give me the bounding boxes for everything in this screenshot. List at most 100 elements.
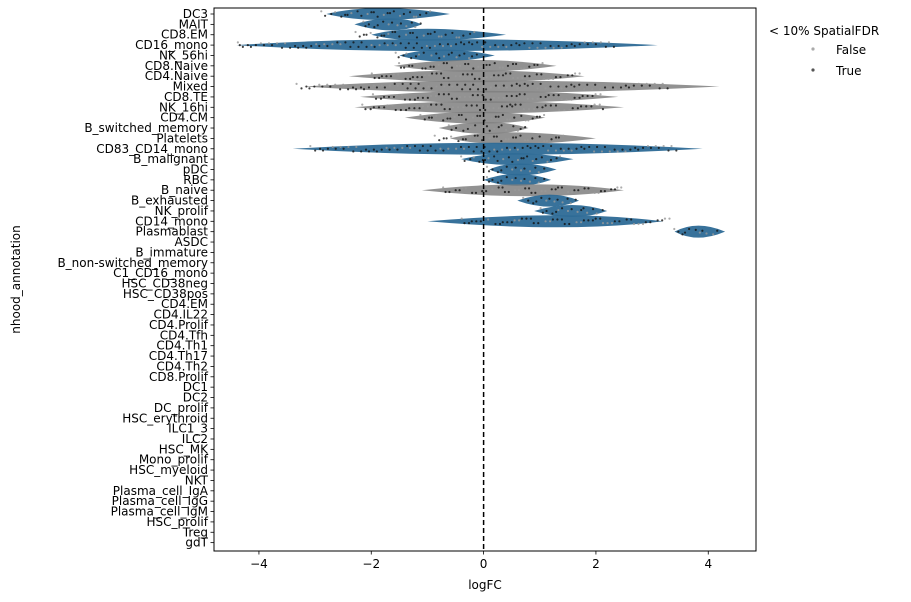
point-CD16_mono xyxy=(407,42,410,45)
point-CD83_CD14_mono xyxy=(401,146,404,149)
point-CD16_mono xyxy=(315,43,318,46)
point-NK_16hi xyxy=(497,107,500,110)
point-Mixed xyxy=(326,83,329,86)
point-pDC xyxy=(485,165,489,168)
point-CD8.TE xyxy=(594,93,597,96)
point-DC3 xyxy=(425,12,428,15)
legend: < 10% SpatialFDR False True xyxy=(769,24,879,78)
point-CD4.Naive xyxy=(370,72,373,75)
point-B_naive xyxy=(530,191,533,195)
point-CD8.Naive xyxy=(523,67,526,70)
point-CD83_CD14_mono xyxy=(570,149,573,152)
point-CD16_mono xyxy=(604,45,607,48)
point-CD8.Naive xyxy=(477,65,480,68)
point-CD83_CD14_mono xyxy=(393,146,396,149)
violin-B_naive xyxy=(421,184,625,197)
point-CD83_CD14_mono xyxy=(434,149,437,152)
point-B_naive xyxy=(587,187,590,190)
point-CD14_mono xyxy=(637,222,640,226)
point-CD83_CD14_mono xyxy=(321,149,325,152)
point-CD4.Naive xyxy=(442,76,445,80)
point-CD8.TE xyxy=(450,97,453,100)
y-tick-label: HSC_myeloid xyxy=(129,463,208,477)
point-NK_16hi xyxy=(544,104,547,107)
point-Mixed xyxy=(497,86,501,89)
y-tick-label: HSC_prolif xyxy=(146,515,208,529)
point-Mixed xyxy=(409,82,412,85)
point-CD4.CM xyxy=(428,116,431,119)
point-Mixed xyxy=(648,84,651,87)
point-B_malignant xyxy=(472,156,475,159)
point-B_naive xyxy=(577,189,580,192)
violin-Platelets xyxy=(449,132,596,145)
point-NK_16hi xyxy=(435,103,438,106)
x-tick-label: 2 xyxy=(592,557,600,571)
y-tick-label: CD4.CM xyxy=(160,111,208,125)
point-CD14_mono xyxy=(563,222,566,226)
point-Mixed xyxy=(300,87,303,90)
y-tick-label: pDC xyxy=(183,162,208,176)
point-CD4.CM xyxy=(506,118,509,121)
point-B_naive xyxy=(540,190,543,193)
point-CD14_mono xyxy=(618,220,621,223)
legend-label-true: True xyxy=(835,64,862,78)
point-CD8.Naive xyxy=(464,62,467,66)
point-CD4.CM xyxy=(538,115,541,118)
point-Mixed xyxy=(342,83,345,86)
point-DC3 xyxy=(334,11,337,14)
point-CD4.Naive xyxy=(571,74,574,77)
point-CD8.EM xyxy=(451,31,454,35)
point-CD83_CD14_mono xyxy=(521,146,524,149)
point-CD8.EM xyxy=(383,34,386,37)
point-CD83_CD14_mono xyxy=(505,146,509,149)
legend-label-false: False xyxy=(836,43,866,57)
point-CD4.CM xyxy=(494,115,497,118)
point-CD8.TE xyxy=(437,93,441,96)
point-Platelets xyxy=(519,134,522,137)
point-CD8.TE xyxy=(481,94,484,97)
point-CD8.Naive xyxy=(399,66,403,69)
point-CD83_CD14_mono xyxy=(413,144,417,148)
point-B_switched_memory xyxy=(447,124,450,127)
point-CD83_CD14_mono xyxy=(592,150,596,153)
point-CD14_mono xyxy=(548,220,552,223)
point-CD14_mono xyxy=(556,218,559,221)
point-B_malignant xyxy=(511,160,514,163)
point-CD4.Naive xyxy=(473,77,476,80)
point-CD8.Naive xyxy=(416,62,419,66)
point-CD16_mono xyxy=(275,42,279,45)
point-CD14_mono xyxy=(625,218,628,221)
y-tick-label: ILC1_3 xyxy=(168,422,208,436)
point-CD83_CD14_mono xyxy=(554,149,558,152)
point-CD14_mono xyxy=(610,222,614,225)
point-B_naive xyxy=(570,190,574,194)
point-CD16_mono xyxy=(420,46,423,49)
y-tick-label: CD4.Th1 xyxy=(156,339,208,353)
point-DC3 xyxy=(392,10,395,13)
point-B_exhausted xyxy=(535,200,538,203)
point-CD83_CD14_mono xyxy=(421,144,424,148)
point-CD16_mono xyxy=(454,43,458,46)
violin-CD8.EM xyxy=(371,28,507,41)
y-tick-label: B_switched_memory xyxy=(84,121,208,135)
point-CD4.Naive xyxy=(547,77,550,80)
point-NK_16hi xyxy=(598,103,601,106)
point-MAIT xyxy=(364,25,367,28)
point-CD8.TE xyxy=(489,98,492,101)
point-DC3 xyxy=(386,12,389,15)
point-CD8.Naive xyxy=(493,62,496,65)
point-CD14_mono xyxy=(630,218,633,221)
point-CD8.EM xyxy=(426,32,430,35)
point-CD83_CD14_mono xyxy=(472,150,475,153)
point-NK_16hi xyxy=(372,106,375,109)
point-CD83_CD14_mono xyxy=(385,146,388,149)
point-CD16_mono xyxy=(352,41,355,44)
point-Platelets xyxy=(562,134,565,137)
point-RBC xyxy=(543,177,546,181)
point-DC3 xyxy=(398,14,402,17)
point-CD16_mono xyxy=(573,44,576,48)
point-CD83_CD14_mono xyxy=(646,144,650,148)
point-CD16_mono xyxy=(339,43,342,46)
y-tick-label: CD4.EM xyxy=(161,297,208,311)
point-CD8.TE xyxy=(408,98,412,101)
